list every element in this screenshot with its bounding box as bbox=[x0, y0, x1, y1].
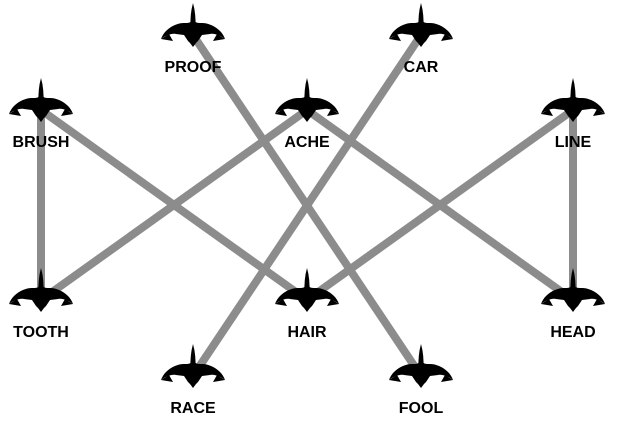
bird-icon bbox=[275, 268, 339, 312]
node-car: CAR bbox=[389, 3, 453, 76]
bird-icon bbox=[541, 268, 605, 312]
bird-icon bbox=[161, 3, 225, 47]
connection-line-ache-tooth bbox=[38, 106, 310, 304]
bird-icon bbox=[389, 3, 453, 47]
node-label-hair: HAIR bbox=[287, 324, 327, 341]
connection-line-car-race bbox=[189, 32, 425, 379]
node-brush: BRUSH bbox=[9, 78, 73, 151]
node-line: LINE bbox=[541, 78, 605, 151]
node-label-brush: BRUSH bbox=[13, 134, 70, 151]
node-label-tooth: TOOTH bbox=[13, 324, 69, 341]
node-tooth: TOOTH bbox=[9, 268, 73, 341]
node-label-proof: PROOF bbox=[165, 59, 222, 76]
node-proof: PROOF bbox=[161, 3, 225, 76]
bird-icon bbox=[9, 268, 73, 312]
connection-line-line-hair bbox=[304, 106, 576, 304]
node-race: RACE bbox=[161, 344, 225, 417]
bird-nodes: PROOF CAR BRUSH ACHE LINE TOOTH HAIR HEAD RACE FO… bbox=[9, 3, 605, 417]
node-fool: FOOL bbox=[389, 344, 453, 417]
node-label-line: LINE bbox=[555, 134, 592, 151]
node-label-car: CAR bbox=[404, 59, 439, 76]
bird-icon bbox=[541, 78, 605, 122]
bird-icon bbox=[161, 344, 225, 388]
node-label-head: HEAD bbox=[550, 324, 595, 341]
node-label-fool: FOOL bbox=[399, 400, 444, 417]
connection-lines bbox=[37, 32, 577, 379]
node-head: HEAD bbox=[541, 268, 605, 341]
node-hair: HAIR bbox=[275, 268, 339, 341]
bird-icon bbox=[9, 78, 73, 122]
bird-icon bbox=[275, 78, 339, 122]
node-label-ache: ACHE bbox=[284, 134, 330, 151]
node-ache: ACHE bbox=[275, 78, 339, 151]
node-label-race: RACE bbox=[170, 400, 216, 417]
bird-icon bbox=[389, 344, 453, 388]
